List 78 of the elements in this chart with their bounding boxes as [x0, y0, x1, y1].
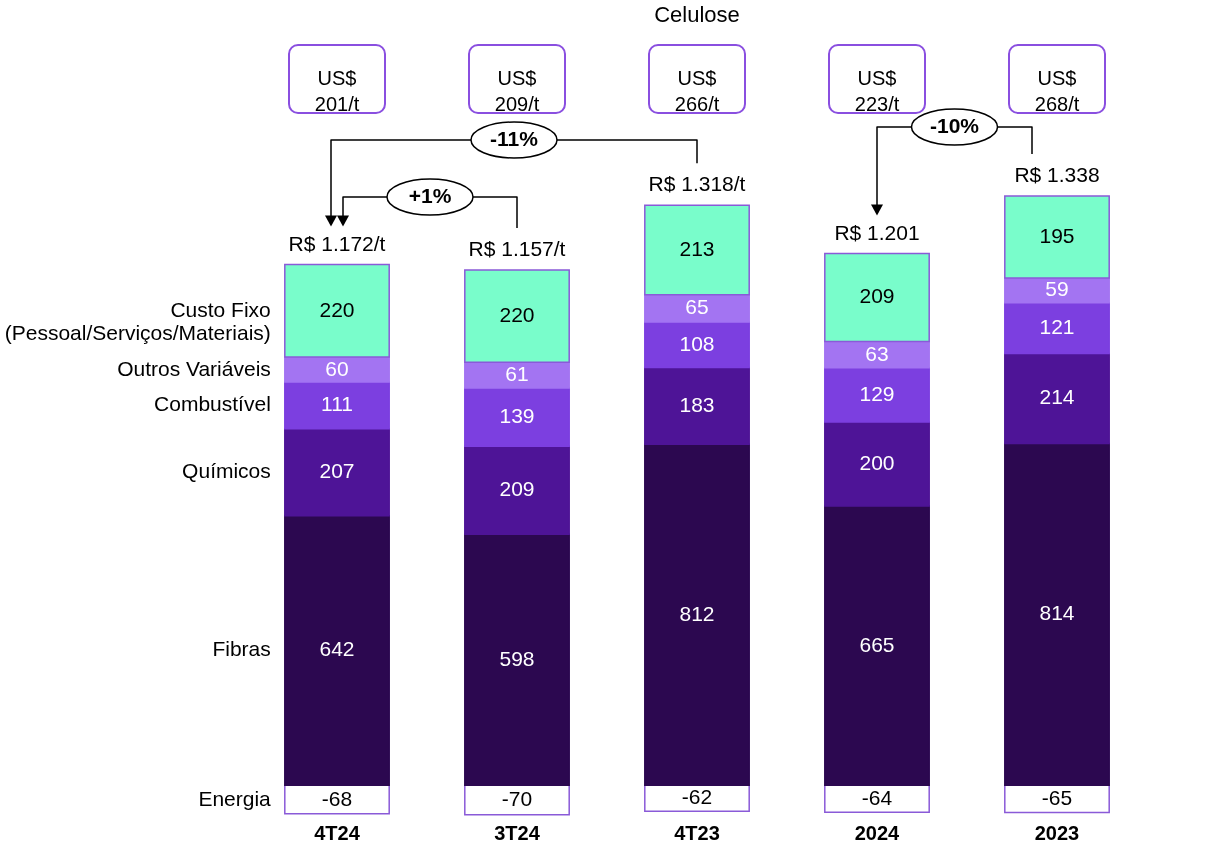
text: -10%: [929, 114, 980, 137]
bar: [284, 514, 390, 786]
data-label: 220: [319, 297, 355, 321]
bar: [644, 204, 750, 296]
data-label: -64: [861, 785, 893, 809]
bar: [644, 443, 750, 786]
bar: [284, 381, 390, 430]
data-label: 598: [499, 646, 535, 670]
data-label: 812: [679, 601, 715, 625]
data-label: 220: [499, 303, 535, 327]
bar: [464, 445, 570, 535]
data-label: 200: [859, 451, 895, 474]
data-label: 59: [1045, 277, 1069, 301]
data-label: -65: [1041, 785, 1073, 809]
bar: [1004, 195, 1110, 279]
data-label: 63: [865, 341, 889, 365]
text: US$ 266/t: [674, 67, 720, 115]
data-label: 65: [685, 295, 709, 319]
bar: [284, 263, 390, 358]
series-label: Outros Variáveis: [117, 356, 271, 380]
total-label: R$ 1.172/t: [288, 231, 386, 255]
bar: [464, 533, 570, 786]
data-label: 642: [319, 637, 355, 661]
bar: [824, 340, 930, 369]
data-label: -70: [501, 786, 533, 810]
total-label: R$ 1.157/t: [468, 236, 566, 260]
data-label: -62: [681, 785, 713, 809]
data-label: 213: [679, 237, 715, 261]
bar: [464, 387, 570, 448]
series-label: Químicos: [182, 459, 271, 483]
text: +1%: [408, 184, 452, 207]
data-label: 61: [505, 362, 529, 386]
data-label: 108: [679, 331, 715, 355]
total-label: R$ 1.338: [1014, 163, 1100, 187]
data-label: 195: [1039, 224, 1075, 248]
series-label: Custo Fixo (Pessoal/Serviços/Materiais): [4, 297, 271, 344]
bar: [644, 366, 750, 446]
text: US$ 209/t: [494, 67, 540, 115]
bar: [824, 367, 930, 423]
total-label: R$ 1.201: [834, 220, 920, 244]
text: US$ 201/t: [314, 67, 360, 115]
bar: [284, 427, 390, 517]
x-tick-label: 3T24: [494, 821, 541, 844]
data-label: 111: [321, 392, 353, 416]
bar: [464, 269, 570, 364]
chart-title: Celulose: [654, 2, 740, 27]
x-tick-label: 2023: [1034, 821, 1080, 844]
total-label: R$ 1.318/t: [648, 172, 746, 196]
data-label: 121: [1039, 315, 1075, 339]
x-tick-label: 4T24: [314, 821, 361, 844]
text: -11%: [490, 127, 539, 150]
data-label: 814: [1039, 601, 1075, 625]
data-label: 129: [859, 381, 895, 405]
series-label: Energia: [198, 786, 272, 810]
data-label: 60: [325, 356, 349, 380]
bar: [1004, 352, 1110, 445]
bar: [824, 421, 930, 507]
bar: [1004, 301, 1110, 355]
data-label: 207: [319, 459, 355, 483]
text: US$ 223/t: [854, 67, 900, 115]
x-tick-label: 4T23: [674, 821, 720, 844]
data-label: 665: [859, 632, 895, 656]
bar: [824, 505, 930, 786]
data-label: -68: [321, 786, 353, 810]
x-tick-label: 2024: [854, 821, 901, 844]
text: US$ 268/t: [1034, 67, 1080, 115]
bar: [824, 252, 930, 343]
data-label: 209: [499, 477, 535, 501]
data-label: 183: [679, 392, 715, 416]
data-label: 209: [859, 284, 895, 308]
data-label: 214: [1039, 385, 1075, 409]
series-label: Fibras: [212, 637, 271, 661]
bar: [464, 361, 570, 389]
bar: [284, 784, 390, 815]
data-label: 139: [499, 404, 535, 428]
bar: [644, 321, 750, 369]
bar: [1004, 442, 1110, 786]
series-label: Combustível: [154, 392, 271, 416]
